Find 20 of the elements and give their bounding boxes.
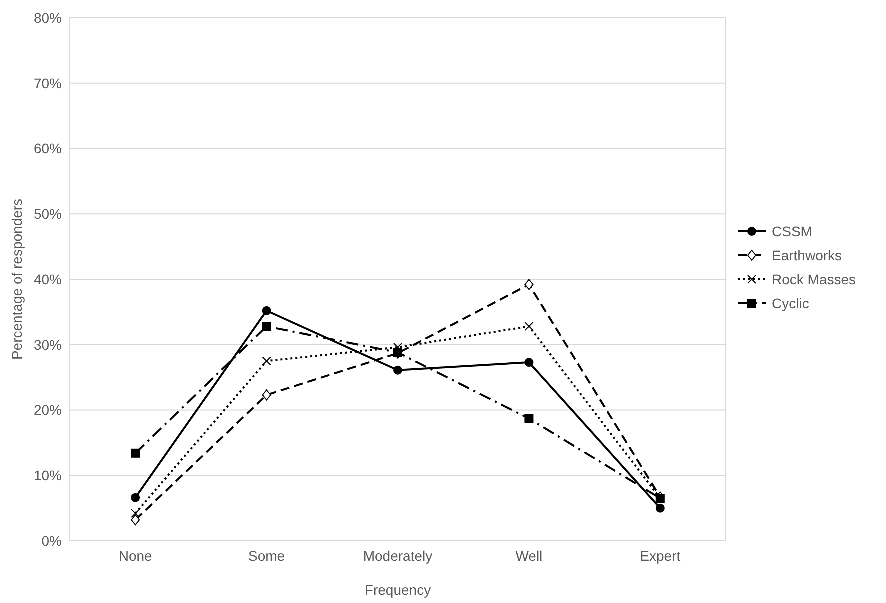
y-tick-label: 70% xyxy=(34,75,62,92)
legend-label: Rock Masses xyxy=(772,271,856,288)
y-tick-label: 20% xyxy=(34,402,62,418)
legend-label: CSSM xyxy=(772,223,812,240)
y-tick-label: 40% xyxy=(34,271,62,288)
y-axis-title: Percentage of responders xyxy=(9,198,25,360)
legend-label: Cyclic xyxy=(772,295,810,312)
x-tick-label: Well xyxy=(516,548,543,564)
y-tick-label: 50% xyxy=(34,206,62,222)
y-tick-label: 80% xyxy=(34,10,62,26)
y-tick-label: 60% xyxy=(34,140,62,157)
x-tick-label: None xyxy=(118,548,153,564)
x-tick-label: Moderately xyxy=(363,548,433,564)
x-axis-title: Frequency xyxy=(364,582,432,598)
x-tick-label: Some xyxy=(248,548,286,564)
y-tick-label: 30% xyxy=(34,336,62,353)
y-tick-label: 10% xyxy=(34,468,62,484)
y-tick-label: 0% xyxy=(42,532,62,549)
x-tick-label: Expert xyxy=(640,548,681,564)
legend-label: Earthworks xyxy=(772,247,842,264)
